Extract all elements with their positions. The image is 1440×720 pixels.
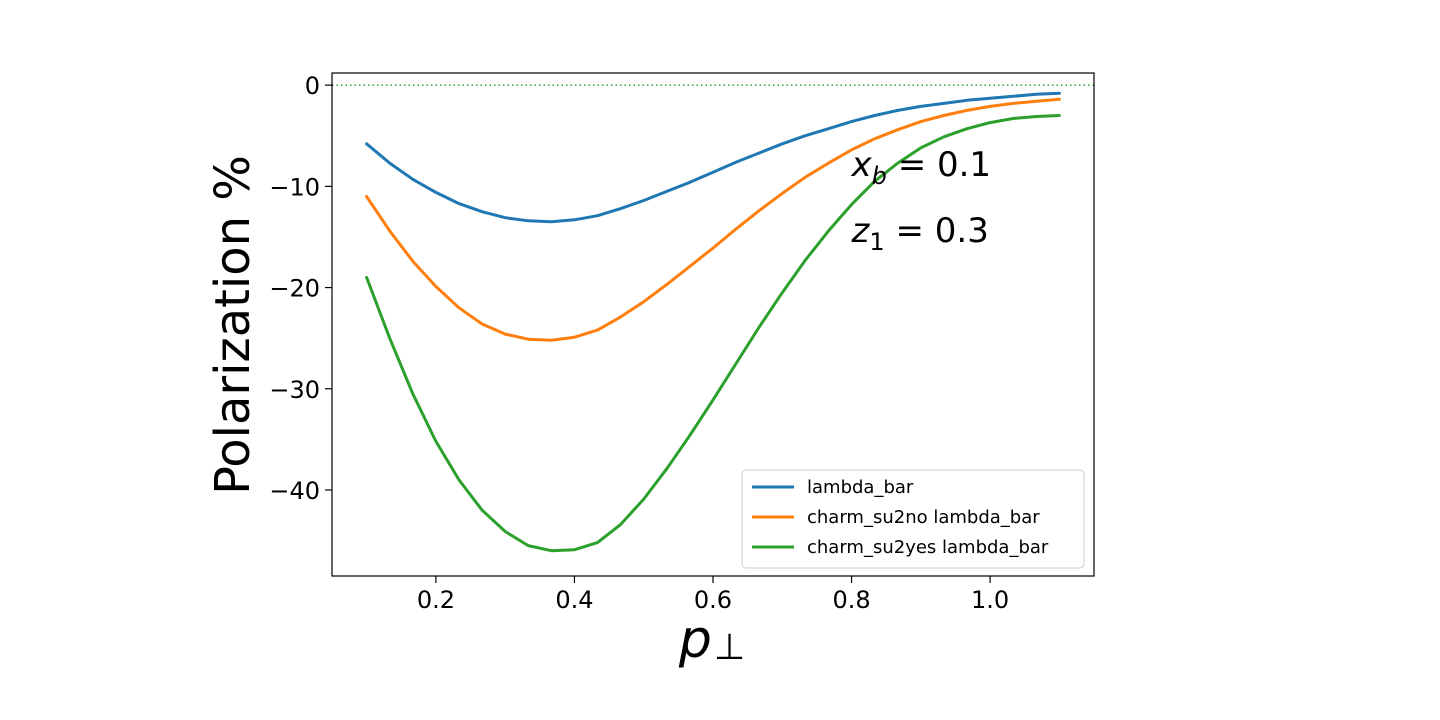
x-tick-label: 0.8 xyxy=(832,586,870,614)
y-axis: 0 −10 −20 −30 −40 xyxy=(269,72,332,505)
series-line-3 xyxy=(365,114,1061,553)
series-group xyxy=(365,91,1061,553)
annotation-1: xb = 0.1 xyxy=(851,145,992,190)
y-tick-label: −30 xyxy=(269,376,320,404)
series-line-1 xyxy=(365,91,1061,224)
annotation-value: = 0.1 xyxy=(887,145,991,185)
annotation-subscript: b xyxy=(872,162,887,190)
legend-box xyxy=(741,469,1085,569)
x-axis: 0.2 0.4 0.6 0.8 1.0 xyxy=(417,576,1009,614)
x-tick-label: 1.0 xyxy=(971,586,1009,614)
x-tick-label: 0.2 xyxy=(417,586,455,614)
annotation-2: z1 = 0.3 xyxy=(851,211,989,256)
y-axis-label: Polarization % xyxy=(205,155,261,495)
annotation-value: = 0.3 xyxy=(885,211,989,251)
legend-label: lambda_bar xyxy=(807,477,914,498)
annotation-symbol: x xyxy=(851,145,873,185)
x-axis-label-sub: ⊥ xyxy=(714,627,745,668)
legend-label: charm_su2no lambda_bar xyxy=(807,507,1040,528)
x-tick-label: 0.6 xyxy=(694,586,732,614)
annotation-subscript: 1 xyxy=(869,228,884,256)
y-tick-label: −20 xyxy=(269,275,320,303)
series-line-2 xyxy=(365,97,1061,342)
annotations: xb = 0.1 z1 = 0.3 xyxy=(851,145,992,256)
y-tick-label: 0 xyxy=(305,72,320,100)
legend: lambda_bar charm_su2no lambda_bar charm_su… xyxy=(741,469,1085,569)
legend-label: charm_su2yes lambda_bar xyxy=(807,537,1049,558)
y-tick-label: −40 xyxy=(269,477,320,505)
x-axis-label: p⊥ xyxy=(678,610,745,670)
annotation-symbol: z xyxy=(851,211,871,251)
x-axis-label-main: p xyxy=(678,610,712,670)
y-tick-label: −10 xyxy=(269,173,320,201)
x-tick-label: 0.4 xyxy=(555,586,593,614)
